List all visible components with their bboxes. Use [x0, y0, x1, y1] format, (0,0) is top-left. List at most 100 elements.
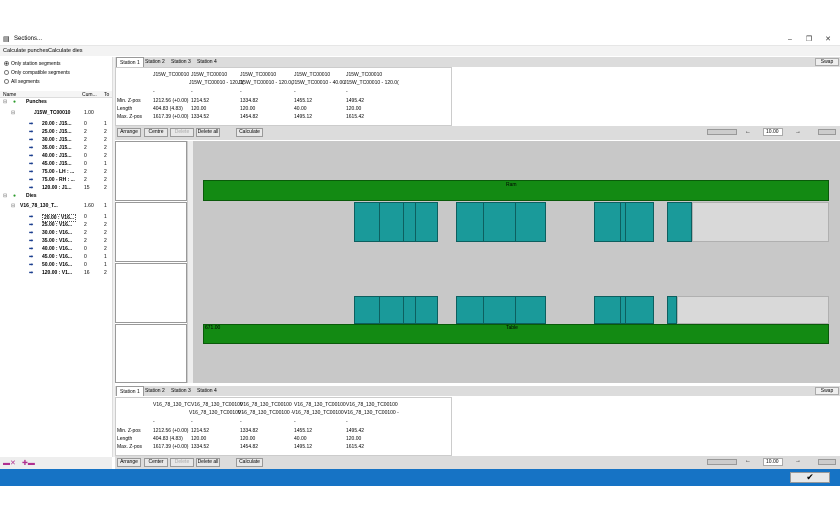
die-block-3[interactable] [594, 296, 654, 324]
grid-cell[interactable]: 120.00 [240, 436, 256, 442]
grid-cell[interactable]: 1334.82 [240, 428, 259, 434]
grid-cell[interactable]: 1617.39 (+0.00) [153, 444, 189, 450]
step-left-icon-top[interactable]: ← [745, 129, 751, 135]
grid-cell[interactable]: 404.83 (4.83) [153, 106, 183, 112]
tree-die-segment[interactable]: ➡ 20.00 : V16... 0 1 [0, 213, 112, 222]
maximize-icon[interactable]: ❐ [805, 36, 813, 43]
delete-button-top[interactable]: Delete [170, 128, 194, 137]
vertical-splitter[interactable] [112, 57, 115, 457]
tree-die-segment[interactable]: ➡ 120.00 : V1... 16 2 [0, 269, 112, 277]
tab-station-1-bottom[interactable]: Station 1 [116, 386, 144, 396]
grid-col-header[interactable]: J15W_TC00010 [346, 72, 383, 78]
tool-layout-canvas[interactable]: Ram 671.00 Table [193, 141, 840, 383]
grid-cell[interactable]: 1455.12 [294, 428, 313, 434]
grid-cell[interactable]: 1214.52 [191, 98, 210, 104]
centre-button-top[interactable]: Centre [144, 128, 168, 137]
tree-dies-group[interactable]: ⊟ ● Dies [0, 192, 112, 200]
grid-cell[interactable]: 40.00 [294, 436, 307, 442]
grid-cell[interactable]: 1212.56 (+0.00) [153, 428, 189, 434]
menu-calculate-punches[interactable]: Calculate punches [3, 48, 49, 54]
grid-cell[interactable]: 1495.42 [346, 428, 365, 434]
grid-cell[interactable]: 1615.42 [346, 444, 365, 450]
zoom-icon-top[interactable] [707, 129, 737, 135]
step-input-bottom[interactable]: 10.00 [763, 458, 783, 466]
tree-punch-segment[interactable]: ➡ 75.00 - LH : ... 2 2 [0, 168, 112, 176]
delete-all-button-bottom[interactable]: Delete all [196, 458, 220, 467]
punch-block-4[interactable] [667, 202, 692, 242]
grid-cell[interactable]: 1615.42 [346, 114, 365, 120]
expander-icon[interactable]: ⊟ [11, 203, 16, 209]
tree-punch-segment[interactable]: ➡ 120.00 : J1... 15 2 [0, 184, 112, 192]
grid-cell[interactable]: 40.00 [294, 106, 307, 112]
calculate-button-top[interactable]: Calculate [236, 128, 263, 137]
close-icon[interactable]: ✕ [825, 36, 831, 43]
expander-icon[interactable]: ⊟ [3, 193, 8, 199]
tree-punch-segment[interactable]: ➡ 25.00 : J15... 2 2 [0, 128, 112, 136]
tree-punch-segment[interactable]: ➡ 40.00 : J15... 0 2 [0, 152, 112, 160]
tree-punch-segment[interactable]: ➡ 30.00 : J15... 2 2 [0, 136, 112, 144]
grid-col-header[interactable]: J15W_TC00010 [240, 72, 277, 78]
tab-station-3-bottom[interactable]: Station 3 [171, 388, 191, 394]
grid-col-header[interactable]: J15W_TC00010 [294, 72, 331, 78]
tab-station-3-top[interactable]: Station 3 [171, 59, 191, 65]
tree-punch-segment[interactable]: ➡ 35.00 : J15... 2 2 [0, 144, 112, 152]
grid-col-header[interactable]: V16_78_130_TC00100 [240, 402, 292, 408]
cell-4[interactable] [115, 324, 187, 383]
remove-icon[interactable]: ▬✕ [3, 460, 16, 467]
arrange-button-top[interactable]: Arrange [117, 128, 141, 137]
tree-die-segment[interactable]: ➡ 30.00 : V16... 2 2 [0, 229, 112, 237]
delete-all-button-top[interactable]: Delete all [196, 128, 220, 137]
cell-2[interactable] [115, 202, 187, 262]
col-to[interactable]: To [104, 92, 110, 98]
grid-cell[interactable]: 120.00 [240, 106, 256, 112]
menu-calculate-dies[interactable]: Calculate dies [48, 48, 83, 54]
step-input-top[interactable]: 10.00 [763, 128, 783, 136]
tree-punch-tool[interactable]: ⊟ J15W_TC00010 1.00 [0, 109, 112, 117]
die-block-4[interactable] [667, 296, 677, 324]
tree-die-segment[interactable]: ➡ 45.00 : V16... 0 1 [0, 253, 112, 261]
cell-1[interactable] [115, 141, 187, 201]
tree-die-segment[interactable]: ➡ 40.00 : V16... 0 2 [0, 245, 112, 253]
tree-punch-segment[interactable]: ➡ 20.00 : J15... 0 1 [0, 120, 112, 128]
tab-station-1-top[interactable]: Station 1 [116, 57, 144, 67]
col-name[interactable]: Name [3, 92, 17, 98]
ok-checkmark-button[interactable]: ✔ [790, 472, 830, 483]
tab-station-2-bottom[interactable]: Station 2 [145, 388, 165, 394]
tree-punch-segment[interactable]: ➡ 45.00 : J15... 0 1 [0, 160, 112, 168]
delete-button-bottom[interactable]: Delete [170, 458, 194, 467]
punch-block-2[interactable] [456, 202, 546, 242]
grid-cell[interactable]: 1334.52 [191, 444, 210, 450]
punch-block-1[interactable] [354, 202, 438, 242]
grid-col-header[interactable]: V16_78_130_TC [153, 402, 191, 408]
cells-splitter[interactable] [187, 141, 193, 383]
step-right-icon-bottom[interactable]: → [795, 458, 801, 464]
grid-cell[interactable]: 1334.82 [240, 98, 259, 104]
radio-only-compatible[interactable]: Only compatible segments [4, 70, 70, 76]
grid-cell[interactable]: 120.00 [191, 106, 207, 112]
grid-cell[interactable]: 1495.12 [294, 114, 313, 120]
die-block-1[interactable] [354, 296, 438, 324]
grid-cell[interactable]: 1212.56 (+0.00) [153, 98, 189, 104]
tree-die-segment[interactable]: ➡ 35.00 : V16... 2 2 [0, 237, 112, 245]
grid-cell[interactable]: 404.83 (4.83) [153, 436, 183, 442]
grid-col-header[interactable]: J15W_TC00010 [153, 72, 190, 78]
grid-cell[interactable]: 120.00 [346, 106, 362, 112]
grid-cell[interactable]: 1334.52 [191, 114, 210, 120]
grid-cell[interactable]: 1495.12 [294, 444, 313, 450]
grid-cell[interactable]: 1454.82 [240, 444, 259, 450]
tab-station-4-top[interactable]: Station 4 [197, 59, 217, 65]
view-icon-top[interactable] [818, 129, 836, 135]
die-block-2[interactable] [456, 296, 546, 324]
tree-die-segment[interactable]: ➡ 25.00 : V16... 2 2 [0, 221, 112, 229]
swap-button-top[interactable]: Swap [815, 58, 839, 66]
grid-cell[interactable]: 1214.52 [191, 428, 210, 434]
radio-only-station[interactable]: Only station segments [4, 61, 60, 67]
grid-col-header[interactable]: V16_78_130_TC00100 [294, 402, 346, 408]
grid-cell[interactable]: 1495.42 [346, 98, 365, 104]
grid-col-header[interactable]: J15W_TC00010 [191, 72, 228, 78]
grid-cell[interactable]: 120.00 [191, 436, 207, 442]
arrange-button-bottom[interactable]: Arrange [117, 458, 141, 467]
cell-3[interactable] [115, 263, 187, 323]
grid-cell[interactable]: 1455.12 [294, 98, 313, 104]
tab-station-2-top[interactable]: Station 2 [145, 59, 165, 65]
